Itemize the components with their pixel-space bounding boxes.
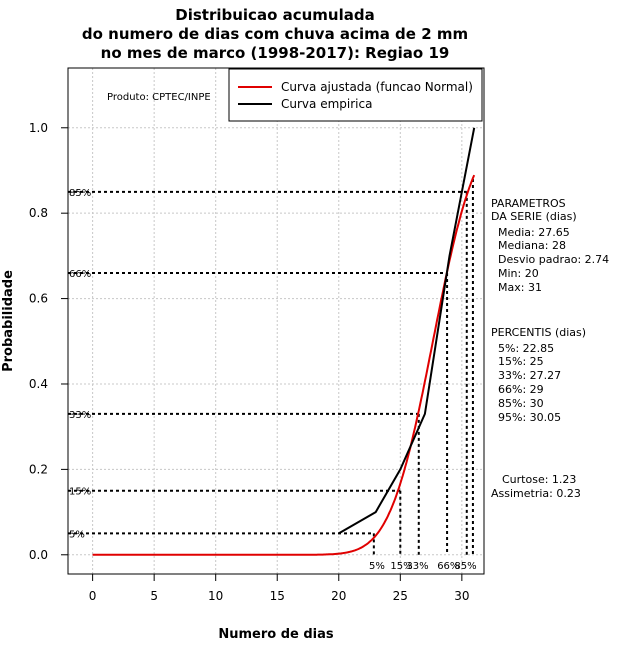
x-tick-label: 5: [150, 589, 158, 603]
legend: Curva ajustada (funcao Normal) Curva emp…: [228, 68, 483, 122]
plot-frame: [67, 67, 485, 575]
title-line-2: do numero de dias com chuva acima de 2 m…: [82, 25, 468, 43]
percentile-lines: [68, 179, 474, 555]
parametros-line: Media: 27.65: [498, 226, 570, 239]
percentile-bottom-label: 33%: [406, 561, 428, 572]
fitted-normal-curve: [92, 174, 476, 556]
percentis-line: 33%: 27.27: [498, 369, 561, 382]
title-line-3: no mes de marco (1998-2017): Regiao 19: [101, 44, 450, 62]
chart-title: Distribuicao acumulada do numero de dias…: [82, 6, 468, 62]
legend-fitted-label: Curva ajustada (funcao Normal): [281, 80, 473, 94]
percentile-bottom-label: 85%: [454, 561, 476, 572]
percentile-left-label: 5%: [69, 529, 85, 540]
percentile-left-label: 15%: [69, 487, 91, 498]
percentis-line: 66%: 29: [498, 383, 544, 396]
percentile-bottom-label: 5%: [369, 561, 385, 572]
x-axis-label: Numero de dias: [218, 627, 334, 642]
parametros-line: Max: 31: [498, 281, 542, 294]
title-line-1: Distribuicao acumulada: [175, 6, 374, 24]
y-tick-label: 0.0: [29, 548, 48, 562]
x-tick-label: 15: [270, 589, 285, 603]
x-tick-label: 20: [331, 589, 346, 603]
y-axis: 0.0 0.2 0.4 0.6 0.8 1.0: [29, 121, 69, 562]
legend-box: [228, 68, 483, 122]
percentis-line: 85%: 30: [498, 397, 544, 410]
x-tick-label: 0: [89, 589, 97, 603]
statistics-panel: PARAMETROS DA SERIE (dias) Media: 27.65 …: [491, 197, 609, 500]
percentis-header: PERCENTIS (dias): [491, 326, 586, 339]
series-curves: [92, 127, 476, 556]
x-tick-label: 10: [208, 589, 223, 603]
x-axis: 0 5 10 15 20 25 30: [89, 573, 469, 603]
x-tick-label: 25: [393, 589, 408, 603]
parametros-line: Desvio padrao: 2.74: [498, 253, 609, 266]
y-tick-label: 0.4: [29, 377, 48, 391]
percentile-labels: 5%15%33%66%85%5% 15%33% 66%85%: [69, 188, 477, 572]
y-axis-label: Probabilidade: [1, 270, 16, 372]
y-tick-label: 0.2: [29, 462, 48, 476]
percentis-line: 5%: 22.85: [498, 342, 554, 355]
y-tick-label: 0.8: [29, 206, 48, 220]
grid-lines: [68, 68, 484, 574]
legend-empirical-label: Curva empirica: [281, 97, 372, 111]
assimetria-label: Assimetria: 0.23: [491, 487, 581, 500]
percentis-line: 95%: 30.05: [498, 411, 561, 424]
percentis-line: 15%: 25: [498, 355, 544, 368]
y-tick-label: 1.0: [29, 121, 48, 135]
curtose-label: Curtose: 1.23: [502, 473, 576, 486]
parametros-header-1: PARAMETROS: [491, 197, 566, 210]
parametros-line: Min: 20: [498, 267, 539, 280]
percentile-bottom-label: 15%: [390, 561, 412, 572]
percentile-bottom-label: 66%: [437, 561, 459, 572]
empirical-curve: [338, 127, 476, 535]
parametros-header-2: DA SERIE (dias): [491, 210, 577, 223]
x-tick-label: 30: [454, 589, 469, 603]
percentile-left-label: 33%: [69, 410, 91, 421]
percentile-left-label: 85%: [69, 188, 91, 199]
source-annotation: Produto: CPTEC/INPE: [107, 92, 211, 103]
y-tick-label: 0.6: [29, 292, 48, 306]
percentile-left-label: 66%: [69, 269, 91, 280]
parametros-line: Mediana: 28: [498, 239, 566, 252]
